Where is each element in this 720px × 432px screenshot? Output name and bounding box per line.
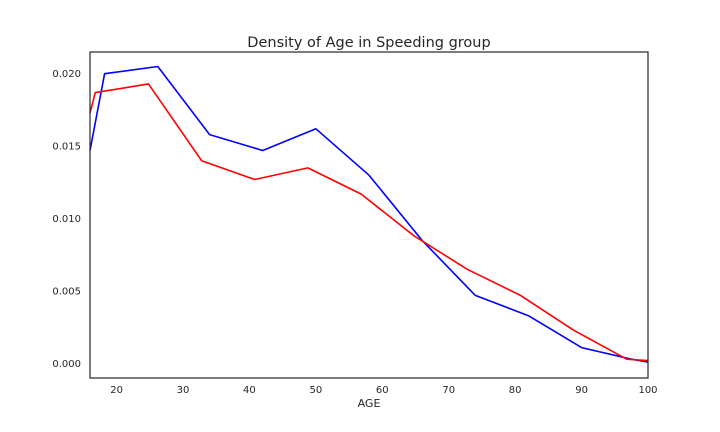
series-layer	[89, 65, 649, 363]
y-tick-label: 0.010	[52, 214, 81, 225]
x-tick-label: 80	[509, 385, 522, 396]
series-line-1	[89, 65, 649, 363]
x-tick-label: 40	[243, 385, 256, 396]
y-tick-label: 0.005	[52, 287, 81, 298]
series-line-2	[89, 83, 649, 362]
y-tick-label: 0.000	[52, 359, 81, 370]
x-axis-label: AGE	[358, 397, 381, 410]
y-tick-label: 0.015	[52, 142, 81, 153]
x-tick-label: 90	[575, 385, 588, 396]
x-tick-label: 20	[110, 385, 123, 396]
plot-frame	[89, 51, 649, 379]
x-tick-label: 60	[376, 385, 389, 396]
x-tick-label: 30	[177, 385, 190, 396]
y-tick-label: 0.020	[52, 69, 81, 80]
x-tick-label: 50	[310, 385, 323, 396]
x-tick-label: 100	[638, 385, 657, 396]
x-tick-label: 70	[442, 385, 455, 396]
chart-title: Density of Age in Speeding group	[247, 35, 490, 51]
ticks-layer: 20 30 40 50 60 70 80 90 100 0.000 0.005 0.010 0.015 0…	[52, 69, 657, 396]
